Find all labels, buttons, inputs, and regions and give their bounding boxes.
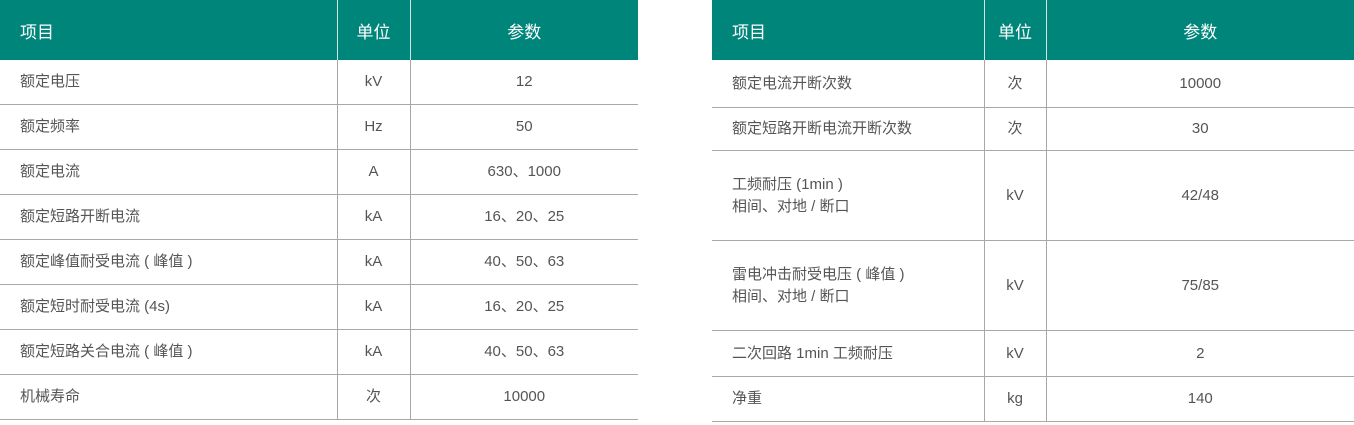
item-label: 额定短路开断电流开断次数: [732, 120, 913, 137]
table-row: 额定短路开断电流 kA 16、20、25: [0, 194, 638, 240]
cell-value: 40、50、63: [409, 239, 638, 285]
cell-value: 16、20、25: [409, 284, 638, 330]
cell-unit: kA: [336, 194, 410, 240]
table-row: 工频耐压 (1min ) 相间、对地 / 断口 kV 42/48: [712, 150, 1354, 241]
cell-item: 额定短时耐受电流 (4s): [0, 284, 337, 330]
item-label: 工频耐压 (1min ): [732, 175, 843, 193]
table-row: 额定电压 kV 12: [0, 60, 638, 105]
spec-table-left: 项目 单位 参数 额定电压 kV 12 额定频率 Hz 50 额定电流 A 630、1000 额定…: [0, 0, 638, 420]
cell-unit: kV: [983, 330, 1046, 377]
cell-value: 140: [1045, 376, 1354, 422]
cell-item: 额定短路开断电流: [0, 194, 337, 240]
cell-value: 40、50、63: [409, 329, 638, 375]
cell-item: 额定短路开断电流开断次数: [712, 107, 984, 151]
table-row: 雷电冲击耐受电压 ( 峰值 ) 相间、对地 / 断口 kV 75/85: [712, 240, 1354, 331]
cell-unit: 次: [983, 60, 1046, 108]
cell-unit: kA: [336, 284, 410, 330]
table-row: 额定电流 A 630、1000: [0, 149, 638, 195]
table-row: 净重 kg 140: [712, 376, 1354, 422]
cell-item: 额定短路关合电流 ( 峰值 ): [0, 329, 337, 375]
cell-item: 额定电流开断次数: [712, 60, 984, 108]
header-value: 参数: [1045, 0, 1354, 60]
table-row: 额定电流开断次数 次 10000: [712, 60, 1354, 108]
cell-value: 75/85: [1045, 240, 1354, 331]
cell-unit: 次: [983, 107, 1046, 151]
header-unit: 单位: [983, 0, 1046, 60]
table-header: 项目 单位 参数: [0, 0, 638, 60]
table-row: 机械寿命 次 10000: [0, 374, 638, 420]
header-unit: 单位: [336, 0, 410, 60]
cell-item: 净重: [712, 376, 984, 422]
cell-item: 工频耐压 (1min ) 相间、对地 / 断口: [712, 150, 984, 241]
cell-unit: A: [336, 149, 410, 195]
header-value: 参数: [409, 0, 638, 60]
item-label: 雷电冲击耐受电压 ( 峰值 ): [732, 265, 905, 283]
header-item: 项目: [712, 0, 984, 60]
spec-table-right: 项目 单位 参数 额定电流开断次数次 10000 额定短路开断电流开断次数次 30 工频…: [712, 0, 1354, 422]
table-row: 额定短路关合电流 ( 峰值 ) kA 40、50、63: [0, 329, 638, 375]
cell-value: 10000: [1045, 60, 1354, 108]
cell-value: 30: [1045, 107, 1354, 151]
cell-item: 额定频率: [0, 104, 337, 150]
cell-value: 16、20、25: [409, 194, 638, 240]
cell-unit: kA: [336, 329, 410, 375]
cell-unit: kV: [336, 60, 410, 105]
item-label: 二次回路 1min 工频耐压: [732, 344, 893, 362]
cell-item: 额定电压: [0, 60, 337, 105]
item-label: 额定电流: [20, 163, 81, 180]
cell-value: 10000: [409, 374, 638, 420]
cell-unit: kA: [336, 239, 410, 285]
table-row: 额定短路开断电流开断次数 次 30: [712, 107, 1354, 151]
cell-value: 2: [1045, 330, 1354, 377]
table-row: 额定频率 Hz 50: [0, 104, 638, 150]
cell-unit: 次: [336, 374, 410, 420]
cell-value: 12: [409, 60, 638, 105]
cell-unit: kg: [983, 376, 1046, 422]
cell-item: 二次回路 1min 工频耐压: [712, 330, 984, 377]
item-label: 额定电压: [20, 73, 81, 90]
item-label: 额定频率: [20, 118, 81, 135]
cell-unit: kV: [983, 150, 1046, 241]
table-header: 项目 单位 参数: [712, 0, 1354, 60]
cell-item: 机械寿命: [0, 374, 337, 420]
cell-item: 雷电冲击耐受电压 ( 峰值 ) 相间、对地 / 断口: [712, 240, 984, 331]
cell-unit: Hz: [336, 104, 410, 150]
table-row: 二次回路 1min 工频耐压 kV 2: [712, 330, 1354, 377]
header-item: 项目: [0, 0, 337, 60]
item-label: 机械寿命: [20, 388, 81, 405]
cell-item: 额定电流: [0, 149, 337, 195]
item-label: 净重: [732, 390, 763, 407]
item-sublabel: 相间、对地 / 断口: [732, 197, 850, 215]
item-sublabel: 相间、对地 / 断口: [732, 287, 850, 305]
table-row: 额定峰值耐受电流 ( 峰值 ) kA 40、50、63: [0, 239, 638, 285]
cell-value: 630、1000: [409, 149, 638, 195]
item-label: 额定短路开断电流: [20, 208, 141, 225]
item-label: 额定电流开断次数: [732, 74, 853, 92]
table-row: 额定短时耐受电流 (4s) kA 16、20、25: [0, 284, 638, 330]
item-label: 额定短时耐受电流 (4s): [20, 298, 171, 315]
cell-value: 42/48: [1045, 150, 1354, 241]
item-label: 额定峰值耐受电流 ( 峰值 ): [20, 253, 193, 270]
cell-item: 额定峰值耐受电流 ( 峰值 ): [0, 239, 337, 285]
cell-value: 50: [409, 104, 638, 150]
cell-unit: kV: [983, 240, 1046, 331]
item-label: 额定短路关合电流 ( 峰值 ): [20, 343, 193, 360]
